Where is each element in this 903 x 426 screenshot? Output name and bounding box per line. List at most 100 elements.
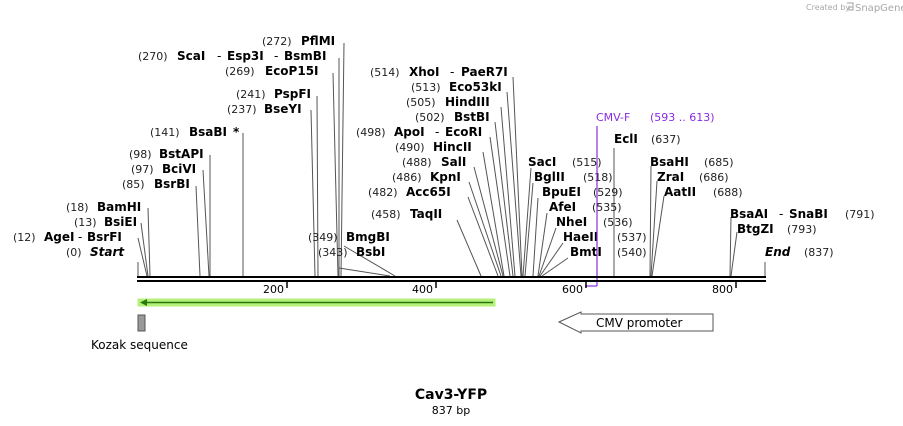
site-bglii[interactable]: BglII (518) [534,166,613,185]
site-xhoi-partner: PaeR7I [461,65,508,79]
site-bstbi[interactable]: (502) BstBI [415,106,490,125]
site-pflmi[interactable]: (272) PflMI [262,30,335,49]
site-agei[interactable]: (12) AgeI - BsrFI [13,226,122,245]
cmv-arrow-icon [557,311,714,334]
site-bseyi-enzyme: BseYI [264,102,302,116]
site-haeii[interactable]: HaeII (537) [563,226,647,245]
cmv-label: CMV promoter [596,316,683,330]
ruler-label-200: 200 [263,283,284,296]
site-hincii[interactable]: (490) HincII [395,136,472,155]
leader-taqii [456,219,482,277]
site-btgzi-enzyme: BtgZI [737,222,774,236]
construct-name: Cav3-YFP [415,387,487,403]
site-sali-pos: (488) [402,156,432,169]
site-separator: - [217,49,221,63]
site-taqii-pos: (458) [371,208,401,221]
leader-agei [137,237,148,277]
site-bcivi[interactable]: (97) BciVI [131,158,196,177]
site-pspfi-pos: (241) [236,88,266,101]
feature-cmv-promoter[interactable]: CMV promoter [557,311,714,334]
leader-kpni [468,181,502,277]
primer-label: CMV-F (593 .. 613) [596,106,715,125]
site-agei-partner: BsrFI [87,230,122,244]
site-taqii[interactable]: (458) TaqII [371,203,442,222]
site-pspfi[interactable]: (241) PspFI [236,83,311,102]
site-separator: - [435,125,439,139]
site-bseyi[interactable]: (237) BseYI [227,98,302,117]
site-bcivi-pos: (97) [131,163,154,176]
leader-bsiei [140,222,149,277]
site-separator: - [450,65,454,79]
site-xhoi-enzyme: XhoI [409,65,440,79]
site-scai[interactable]: (270) ScaI - Esp3I - BsmBI [138,45,326,64]
primer-range: (593 .. 613) [650,111,715,124]
site-apoi[interactable]: (498) ApoI - EcoRI [356,121,482,140]
site-end[interactable]: End (837) [765,241,834,260]
ruler-label-600: 600 [562,283,583,296]
feature-yfp-arrow[interactable] [137,298,496,307]
site-agei-pos: (12) [13,231,36,244]
site-separator: - [779,207,783,221]
site-bsiei[interactable]: (13) BsiEI [74,211,137,230]
site-eco53ki-enzyme: Eco53kI [449,80,502,94]
site-bmti[interactable]: BmtI (540) [570,241,647,260]
site-nhei[interactable]: NheI (536) [556,211,633,230]
site-bsrbi[interactable]: (85) BsrBI [122,173,190,192]
site-btgzi[interactable]: BtgZI (793) [737,218,817,237]
site-bsbi[interactable]: (343) BsbI [318,241,385,260]
leader-bstbi [494,121,514,277]
site-apoi-pos: (498) [356,126,386,139]
site-bstapi[interactable]: (98) BstAPI [129,143,204,162]
site-sali-enzyme: SalI [441,155,466,169]
leader-pspfi [316,95,319,277]
site-bsabi[interactable]: (141) BsaBI * [150,121,240,140]
leader-bglii [524,182,534,277]
site-ecop15i[interactable]: (269) EcoP15I [225,60,319,79]
site-bpuei-enzyme: BpuEI [542,185,581,199]
site-apoi-partner: EcoRI [445,125,482,139]
site-bpuei-pos: (529) [593,186,623,199]
leader-acc65i [467,196,499,277]
site-bmti-pos: (540) [617,246,647,259]
site-ecli[interactable]: EclI (637) [614,128,681,147]
site-bpuei[interactable]: BpuEI (529) [542,181,623,200]
site-acc65i-pos: (482) [368,186,398,199]
site-bsaai[interactable]: BsaAI - SnaBI (791) [730,203,875,222]
site-nhei-pos: (536) [603,216,633,229]
site-bmgbi-enzyme: BmgBI [346,230,390,244]
site-xhoi[interactable]: (514) XhoI - PaeR7I [370,61,508,80]
site-bmgbi[interactable]: (349) BmgBI [308,226,390,245]
site-zrai[interactable]: ZraI (686) [657,166,729,185]
site-bstbi-pos: (502) [415,111,445,124]
site-bsahi[interactable]: BsaHI (685) [650,151,734,170]
leader-eco53ki [506,91,522,277]
site-pflmi-enzyme: PflMI [301,34,335,48]
leader-hindiii [500,106,516,277]
site-hincii-enzyme: HincII [433,140,472,154]
primer-cmv-f[interactable]: CMV-F (593 .. 613) [585,106,715,287]
site-bsabi-pos: (141) [150,126,180,139]
site-afei[interactable]: AfeI (535) [549,196,622,215]
site-hindiii[interactable]: (505) HindIII [406,91,490,110]
feature-kozak[interactable]: Kozak sequence [91,314,188,352]
site-bglii-pos: (518) [583,171,613,184]
site-start[interactable]: (0) Start [66,241,125,260]
site-saci-enzyme: SacI [528,155,556,169]
site-sali[interactable]: (488) SalI [402,151,466,170]
leader-bcivi [202,169,210,277]
site-acc65i[interactable]: (482) Acc65I [368,181,451,200]
leader-bseyi [310,109,316,277]
site-separator: - [78,230,82,244]
site-kpni[interactable]: (486) KpnI [392,166,461,185]
site-bcivi-enzyme: BciVI [162,162,196,176]
site-bamhi[interactable]: (18) BamHI [66,196,141,215]
site-eco53ki[interactable]: (513) Eco53kI [411,76,502,95]
site-saci[interactable]: SacI (515) [528,151,602,170]
site-bstbi-enzyme: BstBI [454,110,490,124]
ruler: 200 400 600 800 [263,281,737,296]
leader-ecop15i [332,72,339,277]
site-aatii[interactable]: AatII (688) [664,181,743,200]
leader-pflmi [340,42,345,277]
site-taqii-enzyme: TaqII [410,207,442,221]
